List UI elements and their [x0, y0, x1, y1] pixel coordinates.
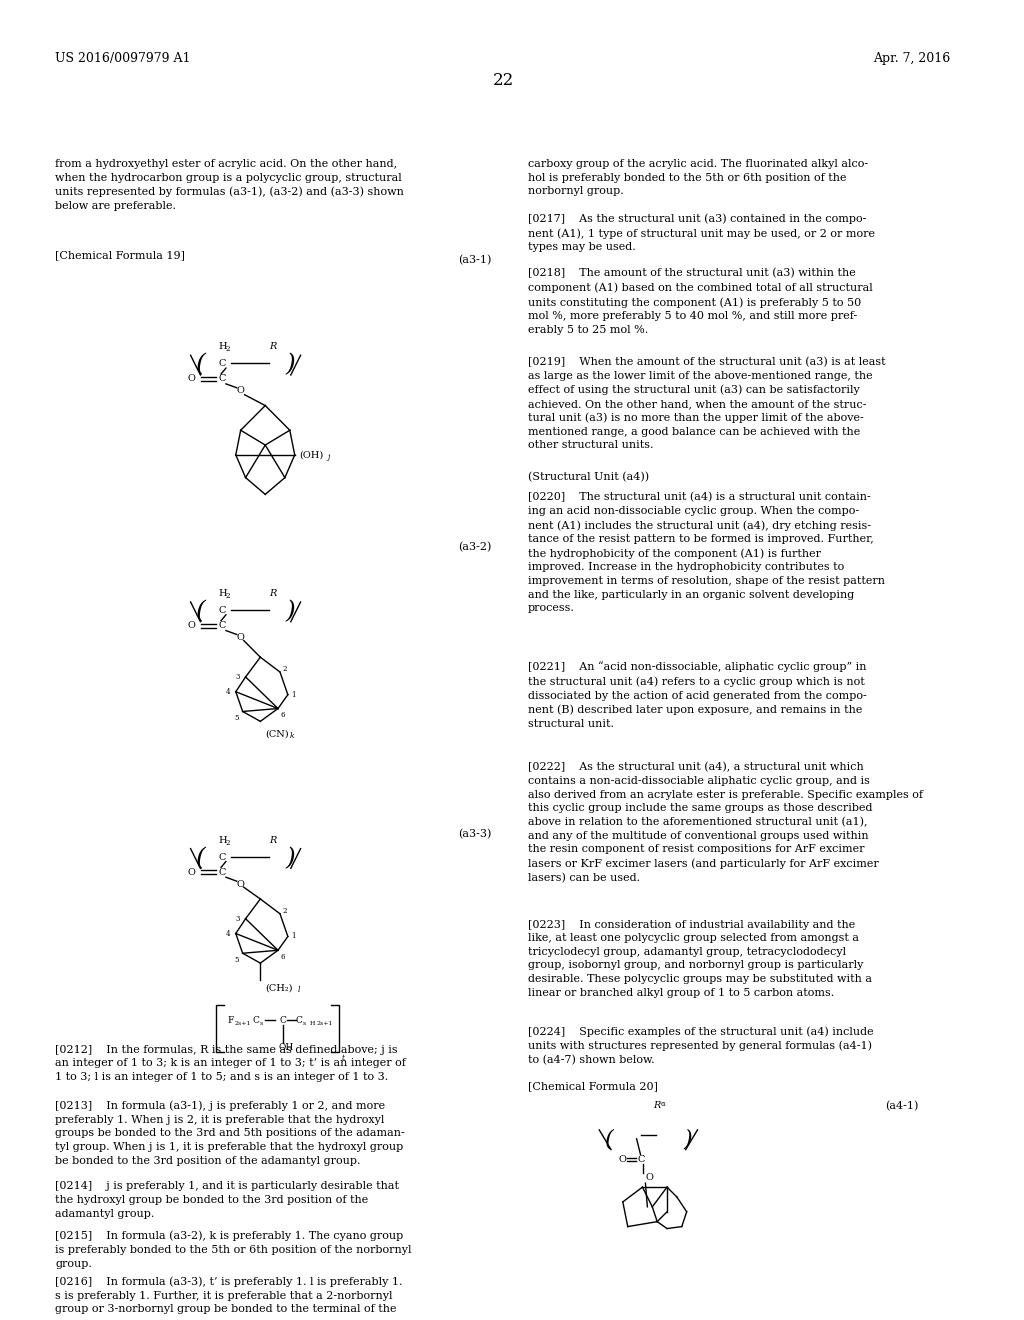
Text: 1: 1 — [291, 932, 295, 940]
Text: s: s — [302, 1020, 306, 1026]
Text: (Structural Unit (a4)): (Structural Unit (a4)) — [528, 471, 649, 482]
Text: (a3-1): (a3-1) — [458, 255, 492, 265]
Text: US 2016/0097979 A1: US 2016/0097979 A1 — [55, 51, 190, 65]
Text: ): ) — [683, 1129, 692, 1151]
Text: 2s+1: 2s+1 — [316, 1020, 333, 1026]
Text: 1: 1 — [291, 690, 295, 698]
Text: [0220]    The structural unit (a4) is a structural unit contain-
ing an acid non: [0220] The structural unit (a4) is a str… — [528, 492, 885, 614]
Text: [0213]    In formula (a3-1), j is preferably 1 or 2, and more
preferably 1. When: [0213] In formula (a3-1), j is preferabl… — [55, 1101, 406, 1166]
Text: C: C — [638, 1155, 645, 1164]
Text: 4: 4 — [226, 929, 230, 937]
Text: k: k — [290, 733, 295, 741]
Text: O: O — [187, 375, 196, 383]
Text: O: O — [237, 879, 245, 888]
Text: [0217]    As the structural unit (a3) contained in the compo-
nent (A1), 1 type : [0217] As the structural unit (a3) conta… — [528, 214, 876, 252]
Text: ): ) — [286, 354, 296, 376]
Text: (a4-1): (a4-1) — [885, 1101, 919, 1111]
Text: 2s+1: 2s+1 — [234, 1020, 251, 1026]
Text: C: C — [253, 1016, 259, 1024]
Text: [Chemical Formula 19]: [Chemical Formula 19] — [55, 249, 185, 260]
Text: F: F — [228, 1016, 234, 1024]
Text: 2: 2 — [283, 665, 288, 673]
Text: O: O — [618, 1155, 627, 1164]
Text: R: R — [269, 836, 276, 845]
Text: [0215]    In formula (a3-2), k is preferably 1. The cyano group
is preferably bo: [0215] In formula (a3-2), k is preferabl… — [55, 1232, 412, 1269]
Text: H: H — [218, 342, 226, 351]
Text: (: ( — [196, 354, 205, 376]
Text: (CH₂): (CH₂) — [265, 983, 293, 993]
Text: C: C — [218, 375, 225, 383]
Text: [0219]    When the amount of the structural unit (a3) is at least
as large as th: [0219] When the amount of the structural… — [528, 356, 886, 450]
Text: C: C — [280, 1016, 287, 1024]
Text: 4: 4 — [226, 688, 230, 696]
Text: (a3-3): (a3-3) — [458, 829, 492, 838]
Text: 6: 6 — [281, 711, 286, 719]
Text: H: H — [218, 836, 226, 845]
Text: [0218]    The amount of the structural unit (a3) within the
component (A1) based: [0218] The amount of the structural unit… — [528, 268, 872, 335]
Text: C: C — [218, 867, 225, 876]
Text: j: j — [327, 453, 330, 461]
Text: 3: 3 — [236, 915, 241, 923]
Text: [0212]    In the formulas, R is the same as defined above; j is
an integer of 1 : [0212] In the formulas, R is the same as… — [55, 1044, 407, 1082]
Text: (CN): (CN) — [265, 730, 289, 739]
Text: α: α — [660, 1100, 665, 1109]
Text: R: R — [269, 589, 276, 598]
Text: 2: 2 — [226, 838, 230, 846]
Text: H: H — [218, 589, 226, 598]
Text: t: t — [342, 1053, 345, 1061]
Text: [Chemical Formula 20]: [Chemical Formula 20] — [528, 1081, 658, 1092]
Text: (: ( — [196, 847, 205, 870]
Text: ): ) — [286, 847, 296, 870]
Text: 22: 22 — [493, 71, 514, 88]
Text: C: C — [296, 1016, 302, 1024]
Text: Apr. 7, 2016: Apr. 7, 2016 — [873, 51, 950, 65]
Text: O: O — [237, 634, 245, 642]
Text: 5: 5 — [234, 714, 240, 722]
Text: 2: 2 — [226, 346, 230, 354]
Text: (: ( — [605, 1129, 613, 1151]
Text: [0214]    j is preferably 1, and it is particularly desirable that
the hydroxyl : [0214] j is preferably 1, and it is part… — [55, 1181, 399, 1218]
Text: C: C — [218, 359, 225, 368]
Text: C: C — [218, 622, 225, 630]
Text: C: C — [218, 606, 225, 615]
Text: l: l — [298, 986, 300, 994]
Text: [0216]    In formula (a3-3), t’ is preferably 1. l is preferably 1.
s is prefera: [0216] In formula (a3-3), t’ is preferab… — [55, 1276, 402, 1315]
Text: O: O — [645, 1172, 653, 1181]
Text: H: H — [309, 1020, 314, 1026]
Text: R: R — [269, 342, 276, 351]
Text: (a3-2): (a3-2) — [458, 543, 492, 552]
Text: C: C — [218, 853, 225, 862]
Text: 5: 5 — [234, 956, 240, 964]
Text: R: R — [653, 1101, 660, 1110]
Text: O: O — [237, 387, 245, 395]
Text: ): ) — [286, 601, 296, 623]
Text: 3: 3 — [236, 673, 241, 681]
Text: 6: 6 — [281, 953, 286, 961]
Text: s: s — [259, 1020, 262, 1026]
Text: O: O — [187, 622, 196, 630]
Text: [0222]    As the structural unit (a4), a structural unit which
contains a non-ac: [0222] As the structural unit (a4), a st… — [528, 762, 923, 883]
Text: 2: 2 — [283, 907, 288, 915]
Text: [0224]    Specific examples of the structural unit (a4) include
units with struc: [0224] Specific examples of the structur… — [528, 1027, 873, 1065]
Text: [0223]    In consideration of industrial availability and the
like, at least one: [0223] In consideration of industrial av… — [528, 920, 872, 998]
Text: from a hydroxyethyl ester of acrylic acid. On the other hand,
when the hydrocarb: from a hydroxyethyl ester of acrylic aci… — [55, 158, 404, 210]
Text: OH: OH — [278, 1044, 293, 1052]
Text: (: ( — [196, 601, 205, 623]
Text: (OH): (OH) — [300, 450, 324, 459]
Text: O: O — [187, 867, 196, 876]
Text: carboxy group of the acrylic acid. The fluorinated alkyl alco-
hol is preferably: carboxy group of the acrylic acid. The f… — [528, 158, 868, 197]
Text: [0221]    An “acid non-dissociable, aliphatic cyclic group” in
the structural un: [0221] An “acid non-dissociable, aliphat… — [528, 661, 867, 729]
Text: 2: 2 — [226, 591, 230, 601]
